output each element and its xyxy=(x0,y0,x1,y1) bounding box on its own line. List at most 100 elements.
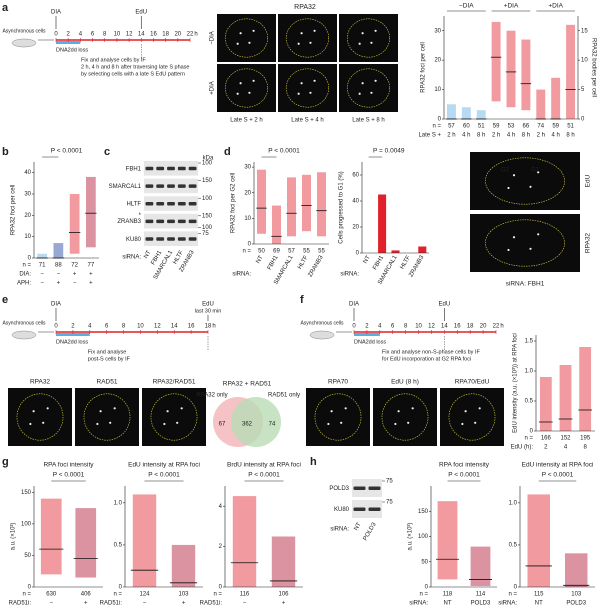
spread xyxy=(257,169,266,234)
bar xyxy=(391,250,400,253)
row-value: POLD3 xyxy=(566,601,586,607)
kda-marker: 100 xyxy=(202,196,213,202)
y-tick-label: 0 xyxy=(514,585,518,591)
micrograph xyxy=(440,388,504,446)
row-value: 2 xyxy=(544,445,548,451)
y2-tick-label: 0 xyxy=(581,117,585,123)
spread xyxy=(437,501,458,580)
row-value: FBH1 xyxy=(372,254,385,271)
kda-marker: 150 xyxy=(202,213,213,219)
focus xyxy=(46,407,49,410)
n-label: n = xyxy=(213,592,222,598)
row-value: 4 h xyxy=(507,133,515,139)
focus xyxy=(374,79,377,82)
n-label: n = xyxy=(419,592,428,598)
row-value: − xyxy=(143,601,147,607)
band xyxy=(167,166,175,171)
row-value: POLD3 xyxy=(471,601,491,607)
venn-right xyxy=(231,397,281,447)
band xyxy=(156,166,165,171)
y-tick-label: 100 xyxy=(418,534,429,540)
focus xyxy=(537,233,540,236)
n-value: 106 xyxy=(278,592,289,598)
n-value: 152 xyxy=(560,436,571,442)
focus xyxy=(327,422,330,426)
p-value: P = 0.0049 xyxy=(373,148,405,155)
row-value: + xyxy=(89,281,93,287)
row-value: ZRANB3 xyxy=(308,254,325,278)
y2-tick-label: 10 xyxy=(581,58,588,64)
micrograph xyxy=(306,388,370,446)
micrograph xyxy=(8,388,72,446)
image-title: EdU (8 h) xyxy=(391,379,419,386)
y-tick-label: 10 xyxy=(24,234,31,240)
nucleus-outline xyxy=(83,393,131,441)
kda-marker: 150 xyxy=(202,178,213,184)
focus xyxy=(411,407,414,410)
row-value: HLTF xyxy=(400,255,413,271)
group-header: +DIA xyxy=(548,3,563,10)
hour-label: 12 xyxy=(428,324,435,330)
dia-label: DIA xyxy=(51,10,61,16)
hour-label: 8 xyxy=(103,32,107,38)
row-value: 2 h xyxy=(537,133,545,139)
p-value: P < 0.0001 xyxy=(268,148,300,155)
y-axis-label: a.u. (×10³) xyxy=(11,523,17,551)
loss-bar xyxy=(56,41,81,44)
n-value: 59 xyxy=(493,124,500,130)
hour-label: 2 xyxy=(67,32,71,38)
n-label: n = xyxy=(22,592,31,598)
y-tick-label: 0 xyxy=(356,251,360,257)
panel-label: d xyxy=(224,146,231,158)
edu-note: last 30 min xyxy=(195,308,222,314)
band xyxy=(145,166,154,171)
spread xyxy=(287,177,296,237)
y-axis-label: RPA32 foci per cell xyxy=(421,42,427,93)
row-value: NT xyxy=(444,601,452,607)
focus xyxy=(309,91,312,94)
band xyxy=(188,237,197,241)
y-tick-label: 100 xyxy=(21,521,32,527)
band-name: KU80 xyxy=(126,237,142,243)
unit: h xyxy=(194,32,197,38)
n-label: n = xyxy=(432,124,441,130)
kda-unit: kDa xyxy=(203,156,214,162)
focus xyxy=(248,41,251,44)
note: for EdU incorporation at G2 RPA foci xyxy=(382,356,471,362)
chart-title: BrdU intensity at RPA foci xyxy=(227,462,301,469)
hour-label: 18 xyxy=(205,324,212,330)
row-value: HLTF xyxy=(297,255,310,271)
focus xyxy=(96,422,99,426)
image-title: RPA32/RAD51 xyxy=(153,379,196,386)
y-tick-label: 0 xyxy=(28,585,32,591)
y-tick-label: 30 xyxy=(434,28,441,34)
hour-label: 10 xyxy=(137,324,144,330)
spread xyxy=(565,553,588,587)
lane-label: siRNA: xyxy=(330,527,349,533)
hour-label: 4 xyxy=(378,324,382,330)
row-value: 8 xyxy=(583,445,587,451)
spread xyxy=(521,39,531,111)
blot-strip xyxy=(352,500,382,518)
n-value: 114 xyxy=(476,592,486,598)
spread xyxy=(317,172,326,237)
focus xyxy=(313,29,316,32)
cells-label: Asynchronous cells xyxy=(2,320,46,326)
loss-bar xyxy=(354,333,380,336)
focus xyxy=(512,236,516,239)
lane: NT xyxy=(353,522,362,532)
row-value: FBH1 xyxy=(267,254,280,271)
band-name: HLTF xyxy=(126,202,141,208)
kda-marker: 75 xyxy=(386,500,393,506)
panel-label: b xyxy=(2,146,9,158)
nucleus-outline xyxy=(485,157,565,205)
p-value: P < 0.0001 xyxy=(53,472,85,479)
p-value: P < 0.0001 xyxy=(542,472,574,479)
n-value: 103 xyxy=(178,592,189,598)
hour-label: 22 xyxy=(493,324,500,330)
spread xyxy=(132,494,157,587)
hour-label: 6 xyxy=(391,324,395,330)
nucleus-outline xyxy=(224,18,269,58)
kda-marker: 75 xyxy=(202,231,209,237)
